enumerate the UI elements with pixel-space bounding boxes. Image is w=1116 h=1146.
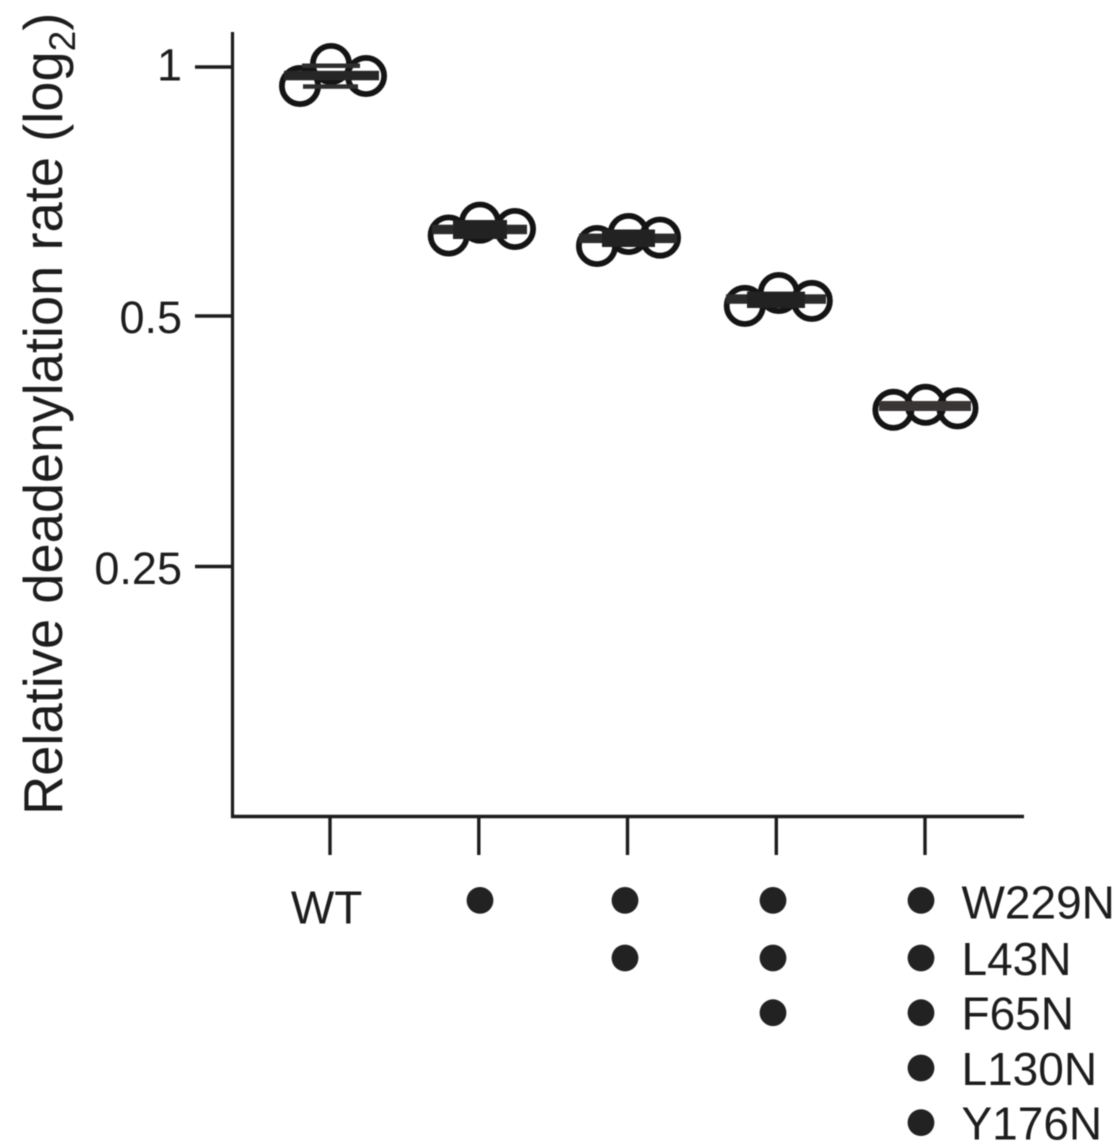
svg-text:0.25: 0.25	[94, 543, 182, 594]
svg-text:0.5: 0.5	[119, 292, 182, 343]
svg-text:L130N: L130N	[962, 1043, 1098, 1095]
svg-text:W229N: W229N	[962, 877, 1115, 929]
svg-text:Y176N: Y176N	[962, 1098, 1103, 1146]
svg-text:WT: WT	[291, 882, 363, 934]
svg-text:Relative deadenylation rate (l: Relative deadenylation rate (log2)	[13, 13, 83, 815]
svg-text:F65N: F65N	[962, 988, 1074, 1040]
svg-text:L43N: L43N	[962, 933, 1072, 985]
svg-text:1: 1	[157, 40, 182, 91]
